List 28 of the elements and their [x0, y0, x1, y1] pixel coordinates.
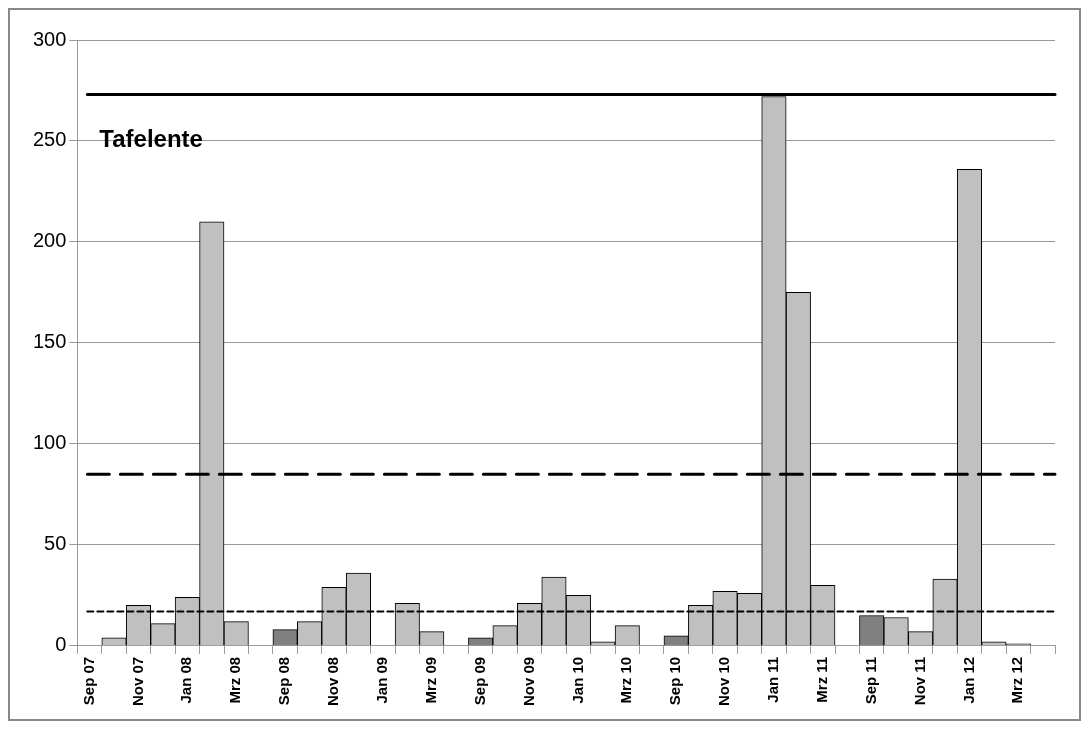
y-tick-label: 250 [32, 128, 67, 151]
x-tick-label: Jan 08 [177, 656, 195, 704]
x-tick-label: Jan 10 [568, 656, 586, 704]
x-tick-label: Sep 10 [666, 656, 684, 706]
y-tick-label: 300 [32, 27, 67, 50]
x-tick-label: Mrz 12 [1008, 656, 1026, 704]
x-tick-label: Sep 11 [861, 656, 879, 705]
y-tick-label: 50 [44, 532, 67, 555]
y-tick-label: 0 [55, 633, 67, 656]
x-tick-label: Mrz 09 [421, 656, 439, 704]
x-tick-label: Jan 11 [764, 656, 782, 703]
x-tick-label: Sep 07 [79, 656, 97, 706]
y-tick-label: 200 [32, 229, 67, 252]
x-tick-label: Nov 11 [910, 656, 928, 706]
x-tick-label: Nov 08 [324, 656, 342, 707]
x-tick-label: Nov 09 [519, 656, 537, 707]
x-tick-label: Sep 09 [470, 656, 488, 706]
x-tick-label: Mrz 11 [812, 656, 830, 703]
x-tick-label: Jan 09 [373, 656, 391, 704]
y-tick-label: 150 [32, 330, 67, 353]
x-tick-label: Mrz 08 [226, 656, 244, 704]
annotation: Tafelente [99, 124, 203, 152]
x-tick-label: Mrz 10 [617, 656, 635, 704]
x-tick-label: Sep 08 [275, 656, 293, 706]
x-tick-label: Nov 07 [128, 656, 146, 707]
y-tick-label: 100 [32, 431, 67, 454]
x-tick-label: Jan 12 [959, 656, 977, 704]
x-tick-label: Nov 10 [715, 656, 733, 707]
